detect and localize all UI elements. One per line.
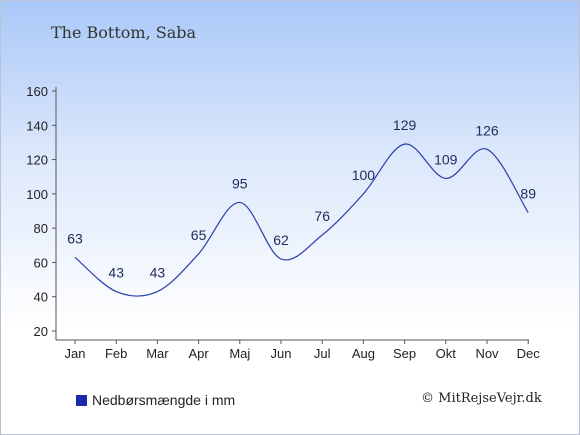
data-label: 126 [475, 122, 499, 138]
y-tick-label: 120 [26, 153, 48, 168]
x-tick-label: Apr [188, 346, 209, 361]
chart-title: The Bottom, Saba [51, 23, 197, 42]
y-tick-label: 60 [34, 255, 48, 270]
data-label: 43 [150, 265, 166, 281]
data-label: 62 [273, 232, 289, 248]
legend-label: Nedbørsmængde i mm [92, 392, 236, 408]
series-line [74, 143, 529, 297]
legend: Nedbørsmængde i mm [76, 392, 235, 408]
data-label: 129 [393, 117, 417, 133]
x-tick-label: Jan [65, 346, 86, 361]
data-label: 63 [67, 230, 83, 246]
y-tick-label: 100 [26, 187, 48, 202]
x-tick-label: Aug [352, 346, 375, 361]
data-label: 95 [232, 175, 248, 191]
x-tick-label: Dec [517, 346, 541, 361]
data-label: 100 [352, 167, 376, 183]
x-tick-label: Sep [393, 346, 416, 361]
x-tick-label: Jul [314, 346, 331, 361]
x-tick-label: Maj [229, 346, 250, 361]
x-tick-label: Nov [475, 346, 499, 361]
x-tick-label: Jun [271, 346, 292, 361]
x-tick-label: Okt [436, 346, 457, 361]
data-label: 65 [191, 227, 207, 243]
y-tick-label: 20 [34, 324, 48, 339]
y-tick-label: 80 [34, 221, 48, 236]
x-tick-label: Feb [105, 346, 127, 361]
data-label: 109 [434, 151, 458, 167]
data-label: 43 [108, 265, 124, 281]
y-tick-label: 140 [26, 118, 48, 133]
x-tick-label: Mar [146, 346, 169, 361]
data-label: 89 [520, 186, 536, 202]
legend-swatch [76, 394, 87, 406]
copyright: © MitRejseVejr.dk [421, 391, 542, 406]
y-tick-label: 160 [26, 84, 48, 99]
data-label: 76 [314, 208, 330, 224]
y-tick-label: 40 [34, 290, 48, 305]
